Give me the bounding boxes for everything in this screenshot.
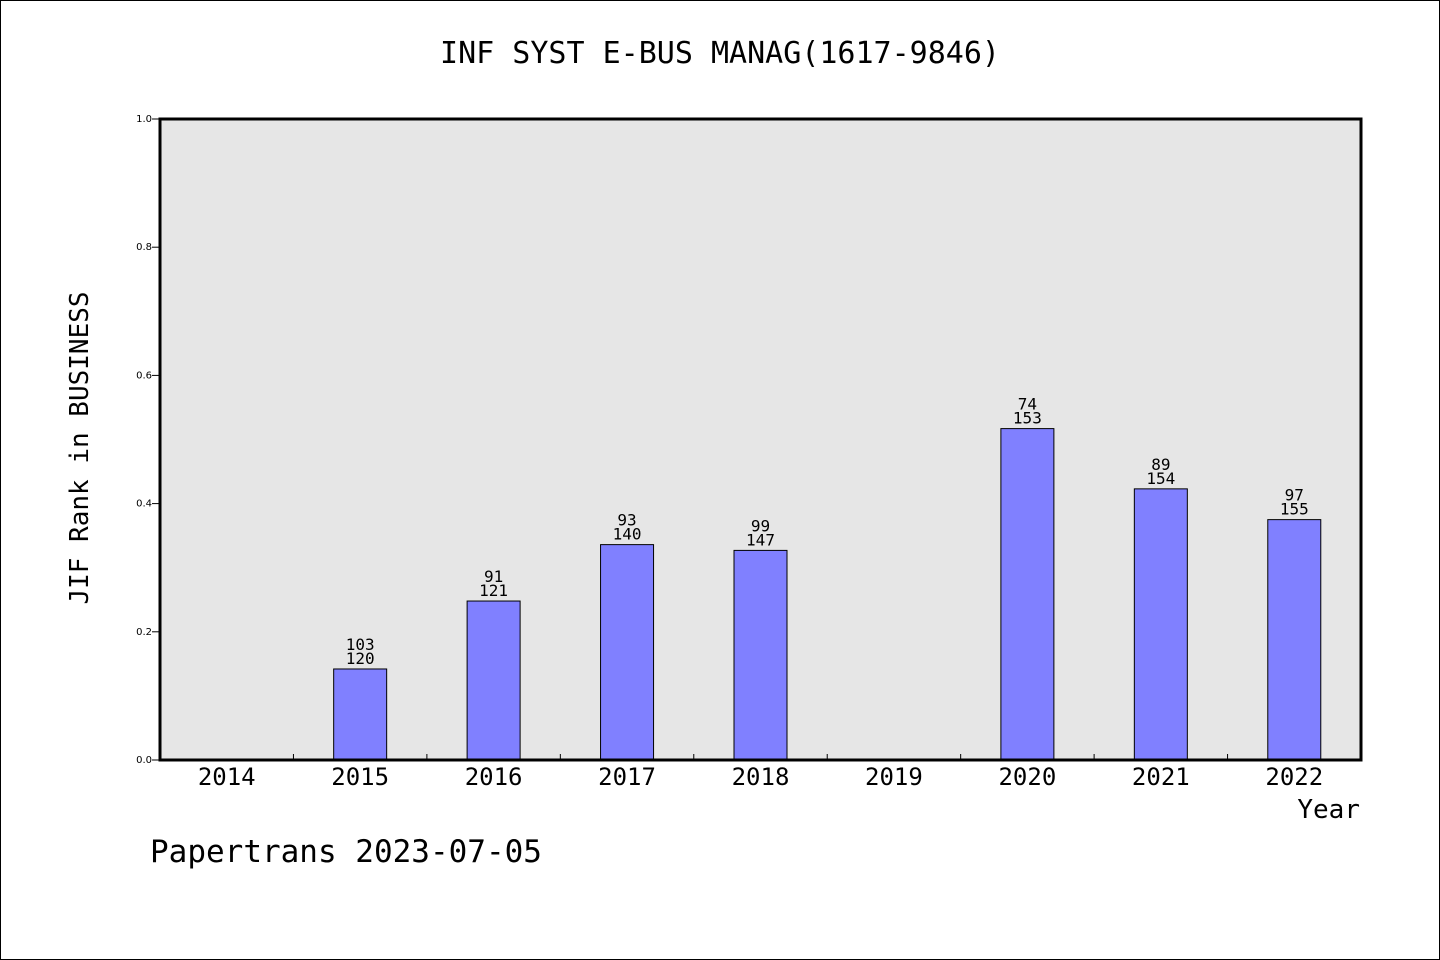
bar [600, 544, 655, 761]
bar-label-bottom: 140 [613, 525, 642, 544]
bar-label-bottom: 147 [746, 530, 775, 549]
bar-label-bottom: 155 [1280, 500, 1309, 519]
chart-title: INF SYST E-BUS MANAG(1617-9846) [440, 36, 1000, 71]
y-tick-label: 0.2 [136, 627, 152, 638]
x-tick-label: 2017 [598, 763, 656, 791]
x-tick-label: 2019 [865, 763, 923, 791]
bar [1000, 428, 1055, 761]
bar [733, 549, 788, 761]
x-tick-label: 2015 [331, 763, 389, 791]
bar-label-top: 74 [1018, 395, 1037, 414]
x-tick-label: 2018 [732, 763, 790, 791]
x-tick-label: 2020 [998, 763, 1056, 791]
x-tick-label: 2021 [1132, 763, 1190, 791]
bar [333, 668, 388, 761]
y-tick-label: 0.8 [136, 242, 152, 253]
bar-label-top: 91 [484, 567, 503, 586]
y-tick-label: 0.4 [136, 499, 152, 510]
y-tick-label: 0.0 [136, 755, 152, 766]
x-axis-label: Year [1297, 795, 1360, 825]
y-axis: 0.0 0.2 0.4 0.6 0.8 1.0 [136, 114, 160, 766]
bar-label-top: 97 [1285, 486, 1304, 505]
bar [1133, 488, 1188, 761]
bar-label-top: 89 [1151, 455, 1170, 474]
x-tick-label: 2014 [198, 763, 256, 791]
bar-label-bottom: 154 [1146, 469, 1175, 488]
y-tick-label: 0.6 [136, 370, 152, 381]
x-axis: 2014 2015 2016 2017 2018 2019 2020 2021 2022 [198, 754, 1323, 791]
y-tick-label: 1.0 [136, 114, 152, 125]
bar-label-bottom: 153 [1013, 409, 1042, 428]
bar-label-bottom: 121 [479, 581, 508, 600]
bar [466, 600, 521, 761]
bar-label-top: 93 [617, 511, 636, 530]
bar [1267, 519, 1322, 761]
bar-label-top: 103 [346, 635, 375, 654]
x-tick-label: 2016 [465, 763, 523, 791]
bar-label-top: 99 [751, 516, 770, 535]
bar-label-bottom: 120 [346, 649, 375, 668]
plot-border [158, 117, 1363, 762]
x-tick-label: 2022 [1265, 763, 1323, 791]
footer-credit: Papertrans 2023-07-05 [150, 834, 542, 870]
